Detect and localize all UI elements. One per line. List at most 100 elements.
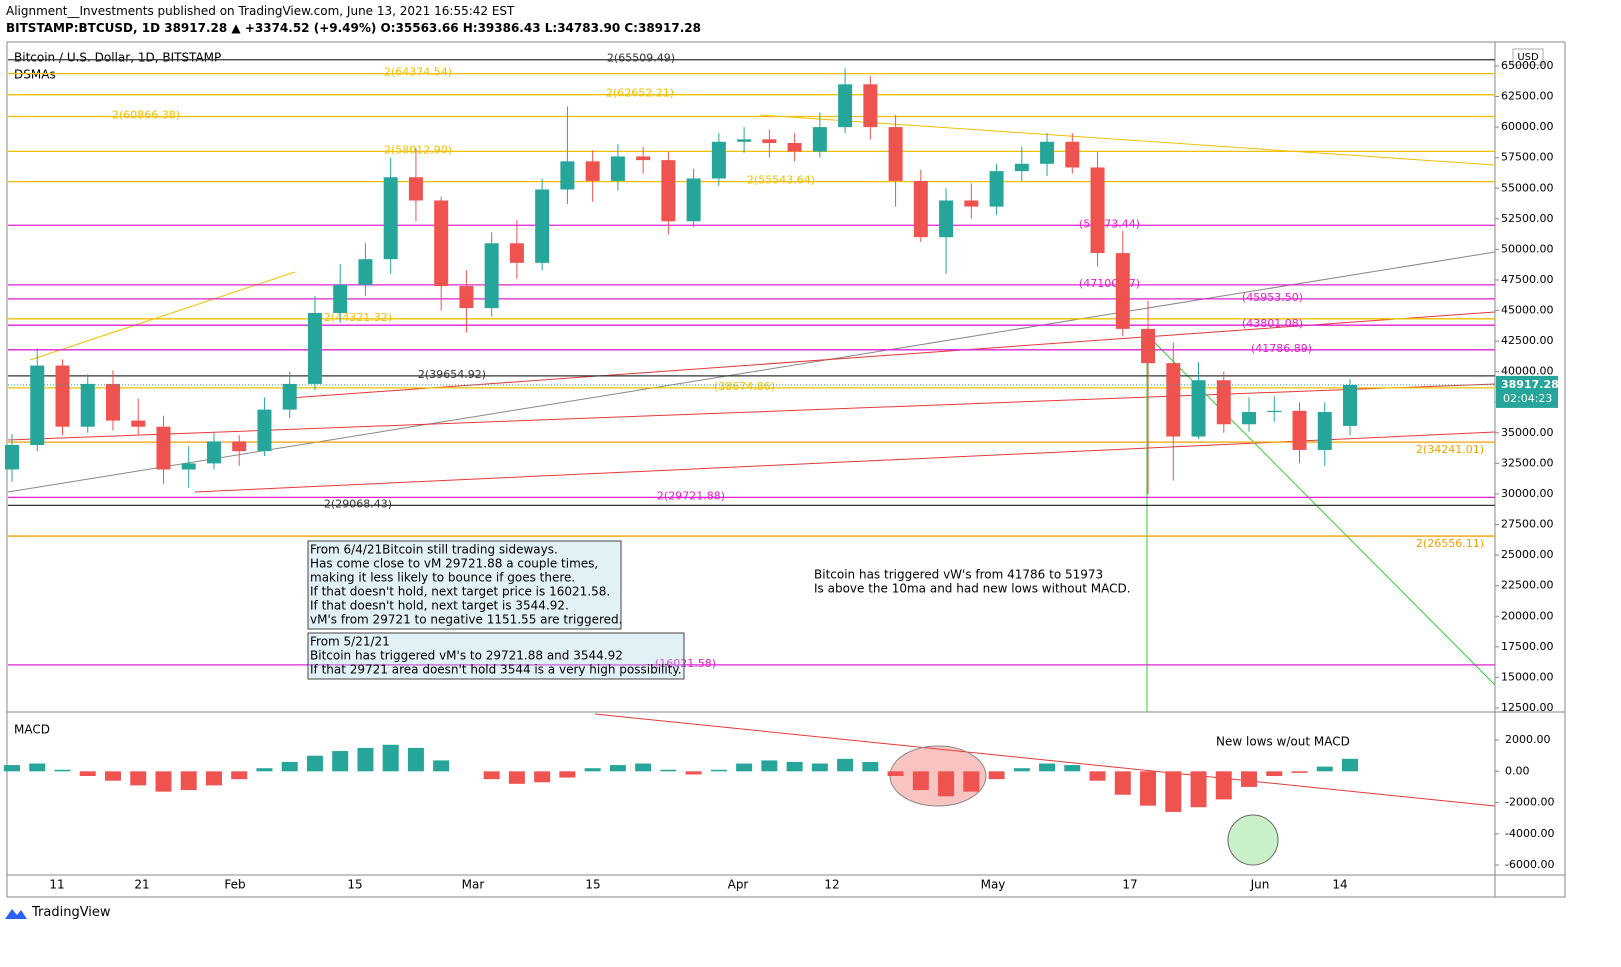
trendline [1149,337,1496,686]
x-tick-label: 21 [134,878,149,892]
note-line: If that doesn't hold, next target is 354… [310,599,569,613]
macd-bar [736,763,753,772]
x-tick-label: Mar [462,878,485,892]
y-tick-label: 12500.00 [1501,701,1554,714]
last-price-label: 38917.28 [1501,378,1559,391]
macd-bar [660,769,677,772]
candle-body [232,441,247,452]
macd-y-tick-label: -6000.00 [1505,858,1554,871]
level-label: 2(64374.54) [384,66,452,79]
y-tick-label: 22500.00 [1501,579,1554,592]
pane-title: Bitcoin / U.S. Dollar, 1D, BITSTAMP [14,51,221,65]
currency: USD [1517,52,1539,63]
note-line: Bitcoin has triggered vW's from 41786 to… [814,568,1103,582]
candle-body [1191,380,1206,437]
note-box [307,632,685,680]
candle-body [661,160,676,222]
macd-bar [54,769,71,772]
candle-body [888,127,903,181]
note-line: vM's from 29721 to negative 1151.55 are … [310,613,622,627]
candle-body [80,383,95,427]
macd-bar [1114,771,1131,795]
level-label: (51973.44) [1079,217,1140,230]
candle-body [30,365,45,446]
candle-body [686,178,701,222]
note-line: If that 29721 area doesn't hold 3544 is … [310,663,682,677]
macd-bar [1089,771,1106,781]
countdown: 02:04:23 [1503,392,1552,405]
currency-box[interactable] [1512,48,1544,66]
x-tick-label: Feb [224,878,245,892]
candle-body [989,171,1004,207]
trendline [289,311,1496,399]
macd-bar [609,765,626,772]
macd-bar [1291,771,1308,773]
candle-body [1115,253,1130,329]
candle-body [1166,363,1181,437]
candle-body [838,84,853,128]
y-tick-label: 40000.00 [1501,365,1554,378]
candle-body [156,426,171,470]
y-tick-label: 20000.00 [1501,609,1554,622]
y-tick-label: 42500.00 [1501,334,1554,347]
candle-body [1317,412,1332,450]
macd-bar [1190,771,1207,808]
macd-bar [635,763,652,772]
x-tick-label: 11 [49,878,64,892]
y-tick-label: 17500.00 [1501,640,1554,653]
candle-body [1040,141,1055,164]
level-label: 2(44321.32) [324,311,392,324]
macd-bar [912,771,929,791]
candle-body [1292,410,1307,450]
macd-bar [559,771,576,778]
macd-bar [231,771,248,780]
y-tick-label: 35000.00 [1501,426,1554,439]
macd-bar [1316,766,1333,772]
x-tick-label: Jun [1250,878,1270,892]
macd-bar [407,747,424,772]
trendline [7,383,1496,441]
note-line: From 6/4/21Bitcoin still trading sideway… [310,543,558,557]
candle-body [181,463,196,470]
trendline [29,271,296,361]
level-label: 2(62652.21) [606,87,674,100]
candle-body [484,243,499,309]
y-tick-label: 52500.00 [1501,212,1554,225]
macd-bar [483,771,500,780]
macd-trendline [594,713,1496,807]
brand: TradingView [32,905,111,920]
candle-body [408,177,423,201]
note-box [307,540,622,630]
level-label: (16021.58) [655,657,716,670]
candle-body [585,161,600,181]
last-price-box [1496,375,1558,408]
macd-bar [1039,763,1056,772]
y-tick-label: 25000.00 [1501,548,1554,561]
note-line: Has come close to vM 29721.88 a couple t… [310,557,598,571]
macd-bar [534,771,551,783]
candle-body [610,156,625,181]
x-tick-label: 14 [1332,878,1347,892]
macd-note: New lows w/out MACD [1216,735,1350,749]
macd-bar [862,761,879,772]
x-tick-label: 15 [347,878,362,892]
macd-bar [508,771,525,784]
level-label: 2(29068.43) [324,497,392,510]
macd-bar [1140,771,1157,806]
level-label: 2(65509.49) [607,52,675,65]
note-line: Bitcoin has triggered vM's to 29721.88 a… [310,649,623,663]
macd-bar [1215,771,1232,800]
note-line: If that doesn't hold, next target price … [310,585,610,599]
candle-body [105,383,120,421]
macd-bar [332,751,349,772]
candle-body [307,312,322,384]
candle-body [1267,410,1282,413]
macd-bar [761,760,778,772]
level-label: (45953.50) [1242,291,1303,304]
candle-body [1242,412,1257,425]
trendline [7,251,1496,493]
macd-bar [433,760,450,772]
candle-body [636,156,651,161]
y-tick-label: 62500.00 [1501,90,1554,103]
note-line: making it less likely to bounce if goes … [310,571,575,585]
